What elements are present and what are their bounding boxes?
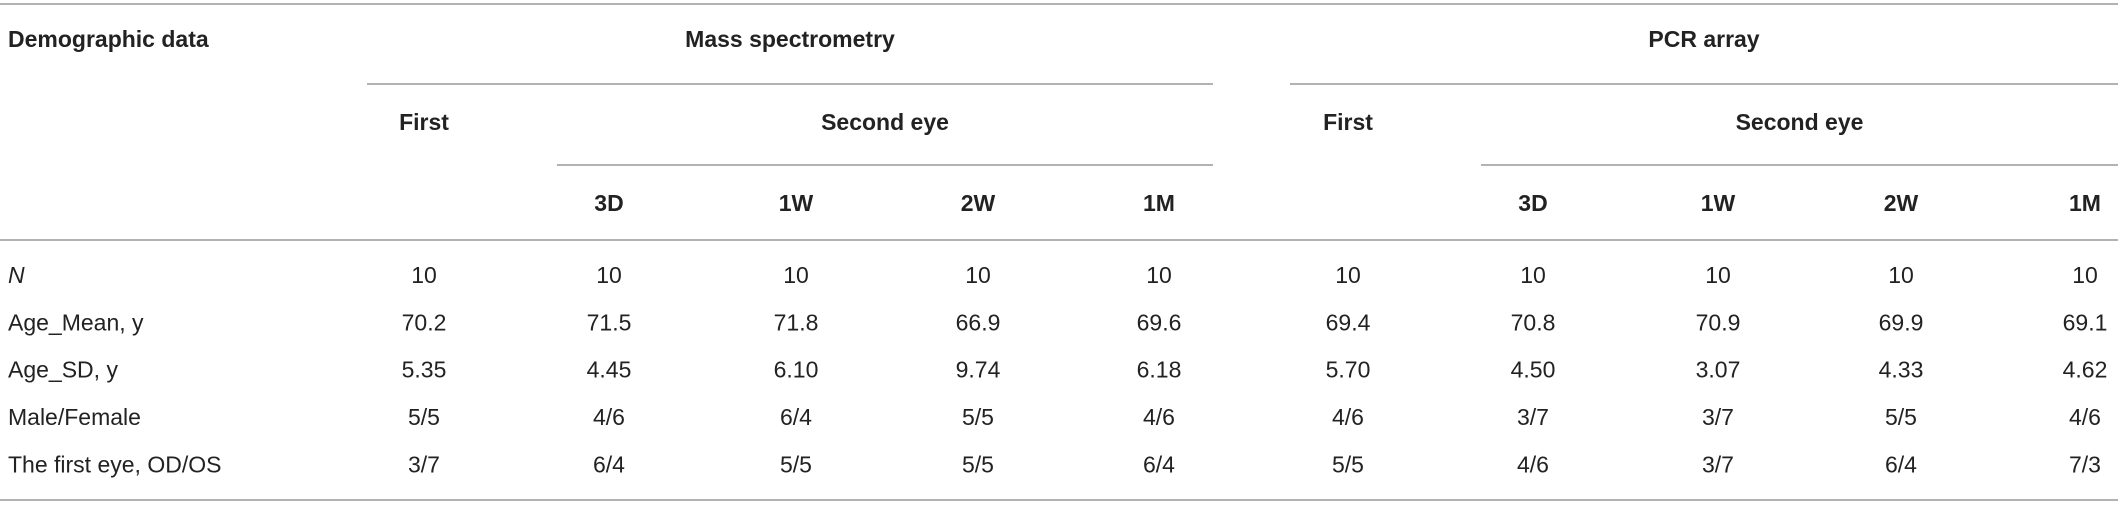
cell: 10 <box>2072 262 2098 288</box>
column-header: 3D <box>594 190 623 216</box>
cell: 6/4 <box>1143 451 1175 477</box>
cell: 71.5 <box>587 309 632 335</box>
row-label: N <box>8 262 25 288</box>
cell: 66.9 <box>956 309 1001 335</box>
column-header: 2W <box>961 190 996 216</box>
cell: 10 <box>1146 262 1172 288</box>
cell: 4/6 <box>1143 404 1175 430</box>
column-header: 1M <box>1143 190 1175 216</box>
cell: 4.62 <box>2063 357 2108 383</box>
cell: 69.9 <box>1879 309 1924 335</box>
cell: 10 <box>1335 262 1361 288</box>
cell: 10 <box>411 262 437 288</box>
cell: 5/5 <box>1332 451 1364 477</box>
cell: 4/6 <box>593 404 625 430</box>
cell: 6.10 <box>774 357 819 383</box>
cell: 5/5 <box>962 451 994 477</box>
cell: 5/5 <box>408 404 440 430</box>
column-header: Second eye <box>1736 109 1864 135</box>
cell: 4.45 <box>587 357 632 383</box>
cell: 69.1 <box>2063 309 2108 335</box>
cell: 6/4 <box>780 404 812 430</box>
column-header: 3D <box>1518 190 1547 216</box>
cell: 3/7 <box>1702 451 1734 477</box>
cell: 4/6 <box>1517 451 1549 477</box>
cell: 5.35 <box>402 357 447 383</box>
cell: 4.33 <box>1879 357 1924 383</box>
cell: 5/5 <box>780 451 812 477</box>
column-header: First <box>399 109 449 135</box>
column-header: Second eye <box>821 109 949 135</box>
column-header: 2W <box>1884 190 1919 216</box>
cell: 70.2 <box>402 309 447 335</box>
cell: 3/7 <box>408 451 440 477</box>
cell: 10 <box>1888 262 1914 288</box>
group-header: PCR array <box>1648 26 1759 52</box>
cell: 69.6 <box>1137 309 1182 335</box>
cell: 3/7 <box>1702 404 1734 430</box>
header-cell: Demographic data <box>8 26 209 52</box>
cell: 10 <box>1520 262 1546 288</box>
cell: 10 <box>783 262 809 288</box>
cell: 4.50 <box>1511 357 1556 383</box>
cell: 3.07 <box>1696 357 1741 383</box>
cell: 10 <box>965 262 991 288</box>
cell: 10 <box>596 262 622 288</box>
row-label: Male/Female <box>8 404 141 430</box>
cell: 6.18 <box>1137 357 1182 383</box>
cell: 9.74 <box>956 357 1001 383</box>
column-header: 1W <box>779 190 814 216</box>
cell: 4/6 <box>2069 404 2101 430</box>
cell: 7/3 <box>2069 451 2101 477</box>
cell: 10 <box>1705 262 1731 288</box>
cell: 6/4 <box>1885 451 1917 477</box>
cell: 4/6 <box>1332 404 1364 430</box>
cell: 71.8 <box>774 309 819 335</box>
cell: 5.70 <box>1326 357 1371 383</box>
cell: 69.4 <box>1326 309 1371 335</box>
cell: 70.9 <box>1696 309 1741 335</box>
cell: 5/5 <box>962 404 994 430</box>
column-header: 1W <box>1701 190 1736 216</box>
row-label: Age_SD, y <box>8 357 118 383</box>
cell: 70.8 <box>1511 309 1556 335</box>
column-header: 1M <box>2069 190 2101 216</box>
row-label: Age_Mean, y <box>8 309 144 335</box>
column-header: First <box>1323 109 1373 135</box>
cell: 3/7 <box>1517 404 1549 430</box>
row-label: The first eye, OD/OS <box>8 451 221 477</box>
group-header: Mass spectrometry <box>685 26 895 52</box>
cell: 5/5 <box>1885 404 1917 430</box>
cell: 6/4 <box>593 451 625 477</box>
